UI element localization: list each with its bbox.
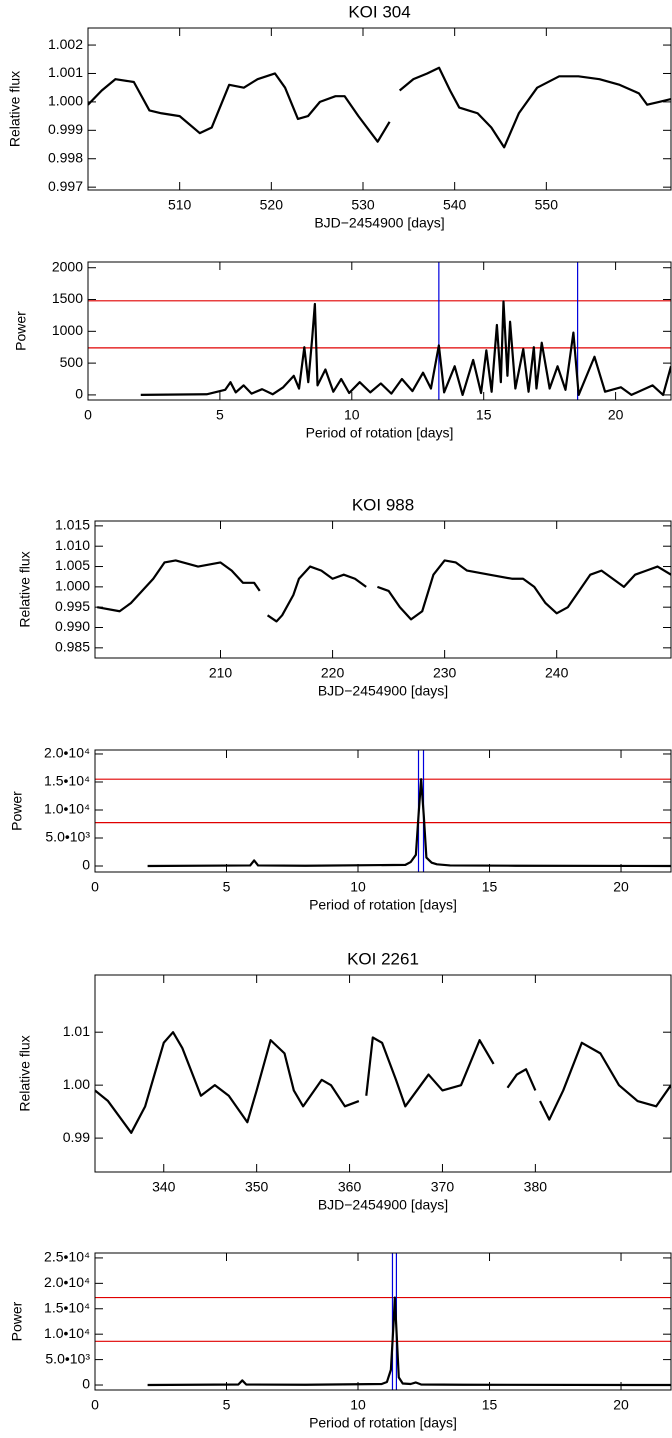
- y-tick-label: 0.99: [63, 1129, 90, 1145]
- y-tick-label: 1.002: [48, 36, 83, 52]
- x-tick-label: 0: [84, 407, 92, 423]
- x-tick-label: 10: [344, 407, 360, 423]
- y-axis-label: Power: [13, 311, 29, 351]
- x-axis-label: BJD−2454900 [days]: [318, 683, 448, 699]
- data-line: [140, 300, 671, 397]
- chart-title: KOI 988: [352, 495, 414, 514]
- y-axis-label: Power: [9, 1301, 25, 1341]
- y-tick-label: 1.010: [55, 537, 90, 553]
- plot-frame: [94, 974, 672, 1173]
- plot-frame: [94, 749, 672, 873]
- y-tick-label: 1.0•10⁴: [44, 1325, 90, 1341]
- chart-title: KOI 2261: [347, 949, 419, 968]
- data-line: [88, 66, 671, 149]
- plot-frame: [87, 27, 672, 191]
- plot-area: [95, 750, 671, 872]
- y-tick-label: 0: [82, 857, 90, 873]
- data-line: [95, 1031, 671, 1134]
- data-line: [147, 1296, 671, 1387]
- y-tick-label: 0.985: [55, 639, 90, 655]
- x-axis-label: Period of rotation [days]: [309, 897, 457, 913]
- y-tick-label: 1.0•10⁴: [44, 801, 90, 817]
- y-tick-label: 2.0•10⁴: [44, 1274, 90, 1290]
- x-tick-label: 5: [223, 1397, 231, 1413]
- plot-area: [97, 559, 671, 623]
- x-tick-label: 5: [216, 407, 224, 423]
- plot-area: [95, 1253, 671, 1390]
- x-tick-label: 10: [350, 879, 366, 895]
- y-tick-label: 2.0•10⁴: [44, 745, 90, 761]
- plot-frame: [94, 520, 672, 659]
- x-tick-label: 0: [91, 1397, 99, 1413]
- y-tick-label: 1500: [52, 290, 83, 306]
- y-tick-label: 1.5•10⁴: [44, 1299, 90, 1315]
- x-tick-label: 5: [223, 879, 231, 895]
- y-tick-label: 2000: [52, 258, 83, 274]
- y-tick-label: 1.000: [55, 578, 90, 594]
- y-tick-label: 0.999: [48, 121, 83, 137]
- y-tick-label: 1.5•10⁴: [44, 773, 90, 789]
- y-tick-label: 1.000: [48, 93, 83, 109]
- y-tick-label: 500: [60, 354, 84, 370]
- x-tick-label: 15: [476, 407, 492, 423]
- plot-frame: [87, 261, 672, 401]
- y-axis-label: Relative flux: [17, 551, 33, 627]
- x-tick-label: 520: [260, 197, 284, 213]
- x-tick-label: 350: [245, 1179, 269, 1195]
- y-axis-label: Power: [9, 791, 25, 831]
- plot-area: [88, 262, 671, 400]
- y-tick-label: 2.5•10⁴: [44, 1249, 90, 1265]
- y-tick-label: 5.0•10³: [45, 1350, 90, 1366]
- x-tick-label: 15: [482, 1397, 498, 1413]
- x-axis-label: BJD−2454900 [days]: [318, 1197, 448, 1213]
- x-tick-label: 380: [524, 1179, 548, 1195]
- x-tick-label: 550: [535, 197, 559, 213]
- y-tick-label: 1.005: [55, 557, 90, 573]
- y-tick-label: 1.015: [55, 517, 90, 533]
- y-tick-label: 1000: [52, 322, 83, 338]
- x-tick-label: 340: [152, 1179, 176, 1195]
- data-line: [97, 559, 671, 623]
- y-tick-label: 1.00: [63, 1076, 90, 1092]
- y-axis-label: Relative flux: [7, 71, 23, 147]
- x-tick-label: 15: [482, 879, 498, 895]
- y-tick-label: 1.001: [48, 64, 83, 80]
- x-tick-label: 10: [350, 1397, 366, 1413]
- x-tick-label: 540: [443, 197, 467, 213]
- y-tick-label: 0.995: [55, 598, 90, 614]
- y-tick-label: 0: [82, 1376, 90, 1392]
- x-tick-label: 20: [613, 1397, 629, 1413]
- plot-area: [88, 66, 671, 149]
- x-axis-label: Period of rotation [days]: [309, 1415, 457, 1431]
- plot-frame: [94, 1252, 672, 1391]
- x-tick-label: 360: [338, 1179, 362, 1195]
- y-tick-label: 0: [75, 386, 83, 402]
- x-tick-label: 220: [321, 665, 345, 681]
- x-tick-label: 370: [431, 1179, 455, 1195]
- x-tick-label: 210: [209, 665, 233, 681]
- y-tick-label: 1.01: [63, 1023, 90, 1039]
- x-tick-label: 0: [91, 879, 99, 895]
- y-tick-label: 0.997: [48, 178, 83, 194]
- x-tick-label: 510: [168, 197, 192, 213]
- x-tick-label: 230: [433, 665, 457, 681]
- y-tick-label: 0.990: [55, 618, 90, 634]
- data-line: [147, 778, 671, 868]
- y-tick-label: 5.0•10³: [45, 829, 90, 845]
- plot-area: [95, 1031, 671, 1134]
- x-axis-label: Period of rotation [days]: [306, 425, 454, 441]
- chart-title: KOI 304: [348, 2, 410, 21]
- y-tick-label: 0.998: [48, 149, 83, 165]
- x-tick-label: 240: [545, 665, 569, 681]
- x-tick-label: 20: [608, 407, 624, 423]
- y-axis-label: Relative flux: [17, 1035, 33, 1111]
- x-axis-label: BJD−2454900 [days]: [314, 215, 444, 231]
- x-tick-label: 530: [351, 197, 375, 213]
- x-tick-label: 20: [613, 879, 629, 895]
